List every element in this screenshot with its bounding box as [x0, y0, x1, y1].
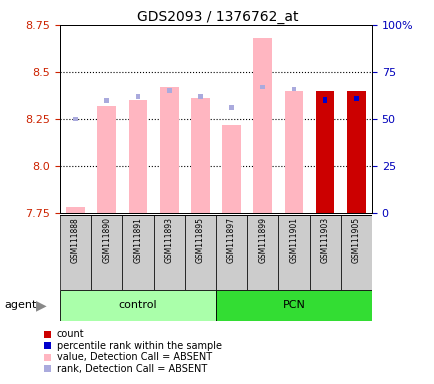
Text: control: control: [118, 300, 157, 310]
Text: GSM111899: GSM111899: [258, 217, 266, 263]
Bar: [215, 215, 247, 290]
Text: rank, Detection Call = ABSENT: rank, Detection Call = ABSENT: [56, 364, 206, 374]
Bar: [309, 215, 340, 290]
Bar: [315, 91, 334, 213]
Text: GDS2093 / 1376762_at: GDS2093 / 1376762_at: [136, 10, 298, 23]
Bar: [97, 106, 116, 213]
Text: GSM111901: GSM111901: [289, 217, 298, 263]
Bar: [191, 98, 209, 213]
Bar: [291, 86, 296, 91]
Bar: [278, 215, 309, 290]
Bar: [122, 215, 153, 290]
Bar: [197, 94, 202, 99]
Bar: [60, 290, 216, 321]
Text: GSM111903: GSM111903: [320, 217, 329, 263]
Bar: [135, 94, 140, 99]
Bar: [128, 100, 147, 213]
Bar: [66, 207, 85, 213]
Bar: [322, 98, 327, 103]
Bar: [60, 215, 91, 290]
Bar: [215, 290, 371, 321]
Bar: [184, 215, 216, 290]
Text: PCN: PCN: [282, 300, 305, 310]
Bar: [167, 88, 171, 93]
Bar: [73, 117, 78, 121]
Text: GSM111888: GSM111888: [71, 217, 80, 263]
Bar: [253, 38, 272, 213]
Bar: [247, 215, 278, 290]
Bar: [340, 215, 371, 290]
Text: GSM111893: GSM111893: [164, 217, 173, 263]
Text: percentile rank within the sample: percentile rank within the sample: [56, 341, 221, 351]
Bar: [222, 125, 240, 213]
Bar: [346, 91, 365, 213]
Bar: [159, 87, 178, 213]
Bar: [229, 105, 233, 110]
Text: GSM111891: GSM111891: [133, 217, 142, 263]
Bar: [104, 98, 109, 103]
Bar: [284, 91, 302, 213]
Text: GSM111895: GSM111895: [195, 217, 204, 263]
Text: count: count: [56, 329, 84, 339]
Text: GSM111897: GSM111897: [227, 217, 236, 263]
Text: agent: agent: [4, 300, 36, 310]
Bar: [260, 85, 264, 89]
Text: GSM111905: GSM111905: [351, 217, 360, 263]
Bar: [153, 215, 184, 290]
Text: value, Detection Call = ABSENT: value, Detection Call = ABSENT: [56, 352, 211, 362]
Text: GSM111890: GSM111890: [102, 217, 111, 263]
Bar: [353, 96, 358, 101]
Bar: [91, 215, 122, 290]
Text: ▶: ▶: [36, 298, 46, 312]
